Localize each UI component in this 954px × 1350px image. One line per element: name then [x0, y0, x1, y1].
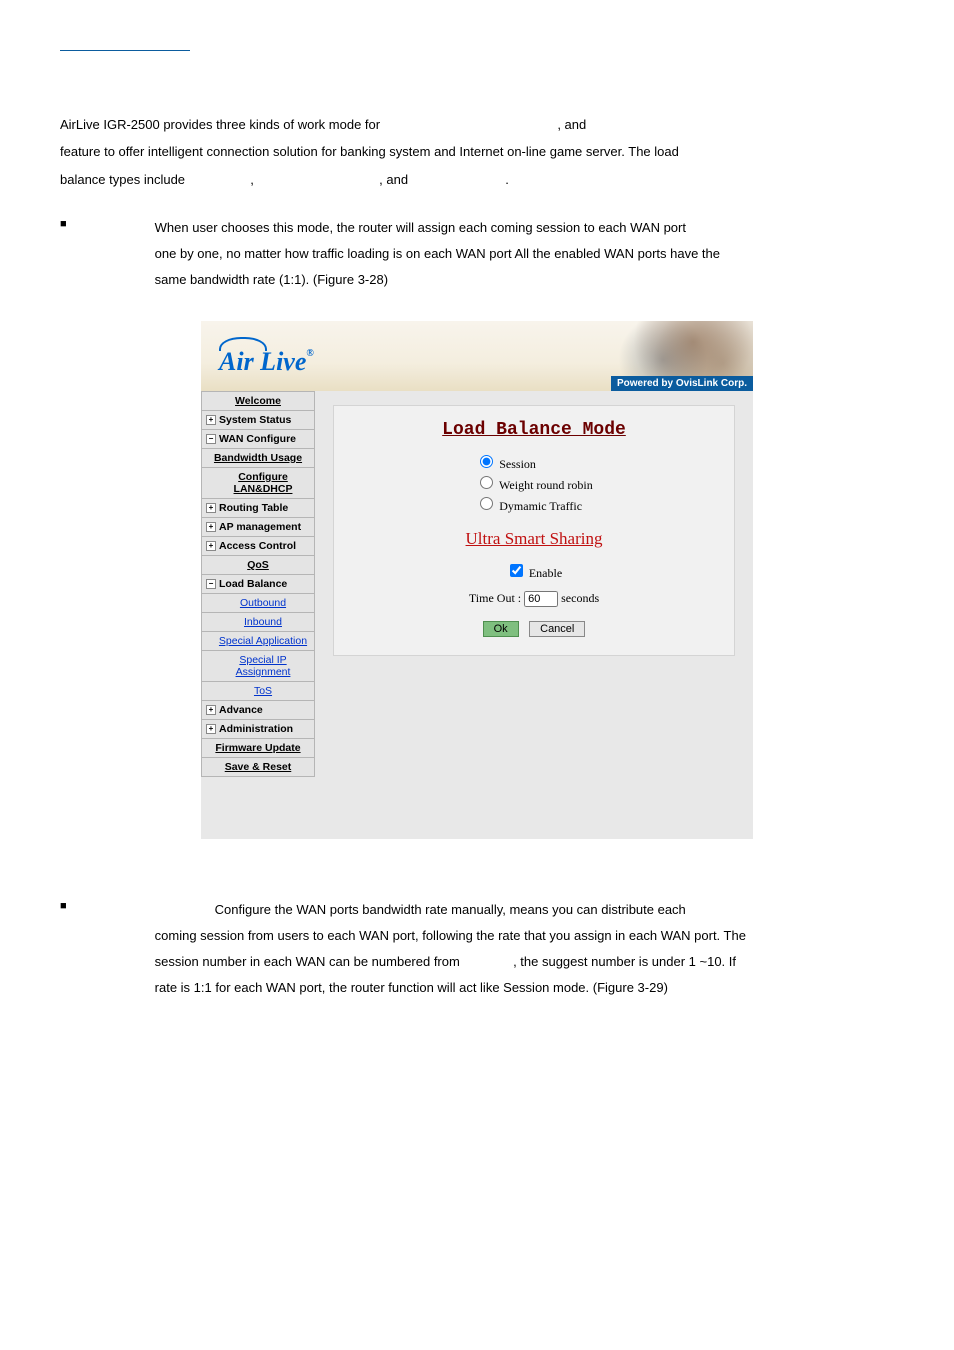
nav-special-ip[interactable]: Special IP Assignment: [202, 650, 315, 681]
intro-line2: feature to offer intelligent connection …: [60, 144, 679, 159]
intro-line1a: AirLive IGR-2500 provides three kinds of…: [60, 117, 384, 132]
logo-main: Air Live: [219, 347, 306, 376]
bullet2-l2: coming session from users to each WAN po…: [155, 928, 746, 943]
ultra-smart-sharing: Ultra Smart Sharing: [344, 529, 724, 549]
content-area: Load Balance Mode Session Weight round r…: [315, 391, 753, 839]
intro-paragraph: AirLive IGR-2500 provides three kinds of…: [60, 111, 894, 193]
timeout-row: Time Out : seconds: [344, 591, 724, 607]
intro-line3d: .: [505, 172, 509, 187]
settings-panel: Load Balance Mode Session Weight round r…: [333, 405, 735, 656]
sidebar: Welcome +System Status −WAN Configure Ba…: [201, 391, 315, 839]
intro-line3c: , and: [379, 172, 412, 187]
nav-administration[interactable]: +Administration: [202, 719, 315, 738]
bullet-square-icon: ■: [60, 218, 67, 230]
bullet2-l1: Configure the WAN ports bandwidth rate m…: [215, 902, 686, 917]
logo: Air Live®: [219, 337, 314, 375]
nav-load-balance[interactable]: −Load Balance: [202, 574, 315, 593]
timeout-input[interactable]: [524, 591, 558, 607]
nav-bandwidth-usage[interactable]: Bandwidth Usage: [202, 448, 315, 467]
nav-firmware[interactable]: Firmware Update: [202, 738, 315, 757]
logo-reg: ®: [306, 348, 313, 359]
intro-line1b: , and: [557, 117, 586, 132]
enable-checkbox[interactable]: [510, 564, 523, 577]
nav-inbound[interactable]: Inbound: [202, 612, 315, 631]
bullet2-l3b: , the suggest number is under 1 ~10. If: [513, 954, 736, 969]
radio-group: Session Weight round robin Dymamic Traff…: [475, 452, 592, 515]
nav-welcome[interactable]: Welcome: [202, 391, 315, 410]
intro-line3a: balance types include: [60, 172, 189, 187]
nav-routing-table[interactable]: +Routing Table: [202, 498, 315, 517]
enable-row[interactable]: Enable: [344, 561, 724, 581]
nav-system-status[interactable]: +System Status: [202, 410, 315, 429]
nav-tos[interactable]: ToS: [202, 681, 315, 700]
nav-advance[interactable]: +Advance: [202, 700, 315, 719]
bullet2-l3a: session number in each WAN can be number…: [155, 954, 464, 969]
nav-wan-configure[interactable]: −WAN Configure: [202, 429, 315, 448]
panel-title: Load Balance Mode: [344, 420, 724, 440]
nav-save-reset[interactable]: Save & Reset: [202, 757, 315, 776]
nav-access-control[interactable]: +Access Control: [202, 536, 315, 555]
bullet1-l3: same bandwidth rate (1:1). (Figure 3-28): [155, 272, 388, 287]
bullet1-l2: one by one, no matter how traffic loadin…: [155, 246, 720, 261]
banner: Air Live® Powered by OvisLink Corp.: [201, 321, 753, 391]
bullet-weight: ■ Configure the WAN ports bandwidth rate…: [60, 897, 894, 1001]
bullet1-l1: When user chooses this mode, the router …: [155, 220, 686, 235]
nav-special-app[interactable]: Special Application: [202, 631, 315, 650]
radio-weight[interactable]: Weight round robin: [475, 473, 592, 494]
timeout-unit: seconds: [561, 591, 599, 605]
bullet-square-icon: ■: [60, 900, 67, 912]
radio-session[interactable]: Session: [475, 452, 592, 473]
powered-by: Powered by OvisLink Corp.: [611, 376, 753, 391]
bullet2-l4: rate is 1:1 for each WAN port, the route…: [155, 980, 668, 995]
section-underline: [60, 50, 190, 51]
nav-qos[interactable]: QoS: [202, 555, 315, 574]
nav-outbound[interactable]: Outbound: [202, 593, 315, 612]
intro-line3b: ,: [250, 172, 257, 187]
bullet-session: ■ When user chooses this mode, the route…: [60, 215, 894, 293]
radio-dynamic[interactable]: Dymamic Traffic: [475, 494, 592, 515]
enable-label: Enable: [529, 566, 562, 580]
nav-configure-lan[interactable]: Configure LAN&DHCP: [202, 467, 315, 498]
cancel-button[interactable]: [529, 621, 585, 637]
timeout-label: Time Out :: [469, 591, 521, 605]
ok-button[interactable]: [483, 621, 519, 637]
router-screenshot: Air Live® Powered by OvisLink Corp. Welc…: [201, 321, 753, 839]
nav-ap-management[interactable]: +AP management: [202, 517, 315, 536]
